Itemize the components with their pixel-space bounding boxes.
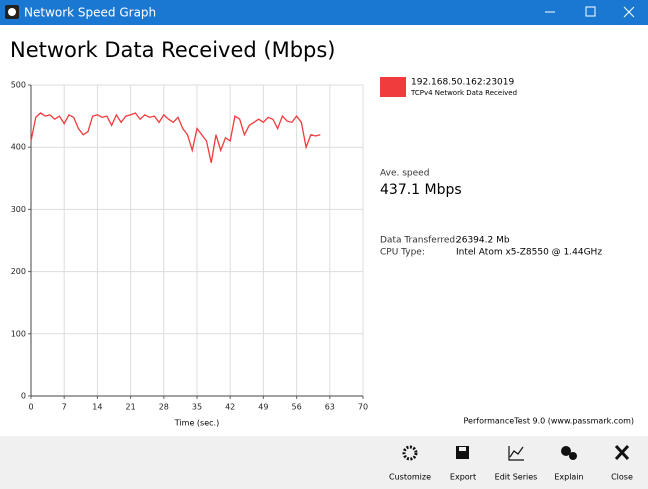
x-tick-label: 28 — [159, 403, 169, 412]
y-tick-label: 400 — [11, 143, 26, 152]
export-button[interactable]: Export — [450, 446, 476, 482]
stat-value: 26394.2 Mb — [456, 236, 510, 246]
chart-title: Network Data Received (Mbps) — [10, 38, 336, 62]
y-tick-label: 500 — [11, 81, 26, 90]
stat-label: CPU Type: — [380, 248, 425, 258]
x-axis-label: Time (sec.) — [174, 419, 219, 428]
legend-name: 192.168.50.162:23019 — [411, 78, 515, 88]
x-tick-label: 0 — [28, 403, 33, 412]
window-title: Network Speed Graph — [24, 6, 156, 20]
x-tick-label: 56 — [292, 403, 302, 412]
close-button[interactable]: Close — [611, 444, 633, 482]
button-label[interactable]: Close — [611, 473, 633, 482]
footer-credit: PerformanceTest 9.0 (www.passmark.com) — [464, 417, 635, 426]
data-line — [30, 112, 321, 163]
y-tick-label: 100 — [11, 329, 26, 338]
stat-value: Intel Atom x5-Z8550 @ 1.44GHz — [456, 248, 602, 258]
x-tick-label: 70 — [358, 403, 368, 412]
button-label[interactable]: Explain — [554, 473, 583, 482]
title-bar — [0, 0, 648, 25]
x-tick-label: 49 — [258, 403, 268, 412]
x-tick-label: 21 — [126, 403, 136, 412]
button-label[interactable]: Edit Series — [495, 473, 538, 482]
y-tick-label: 200 — [11, 267, 26, 276]
y-tick-label: 300 — [11, 205, 26, 214]
button-label[interactable]: Export — [450, 473, 476, 482]
legend-swatch — [380, 77, 406, 97]
edit-series-button[interactable]: Edit Series — [495, 446, 538, 482]
button-label[interactable]: Customize — [389, 473, 431, 482]
legend-description: TCPv4 Network Data Received — [410, 89, 517, 97]
stat-label: Data Transferred: — [380, 236, 458, 246]
y-tick-label: 0 — [21, 392, 26, 401]
x-tick-label: 14 — [92, 403, 102, 412]
x-tick-label: 63 — [325, 403, 335, 412]
maximize-button[interactable] — [585, 6, 596, 17]
explain-button[interactable]: Explain — [554, 446, 584, 482]
x-tick-label: 7 — [62, 403, 67, 412]
toolbar — [0, 436, 648, 489]
app-icon-glyph — [8, 8, 16, 16]
x-tick-label: 42 — [225, 403, 235, 412]
customize-button[interactable]: Customize — [389, 445, 431, 482]
ave-label: Ave. speed — [380, 169, 429, 179]
x-tick-label: 35 — [192, 403, 202, 412]
ave-value: 437.1 Mbps — [380, 182, 462, 198]
close-window-button[interactable] — [623, 6, 635, 18]
